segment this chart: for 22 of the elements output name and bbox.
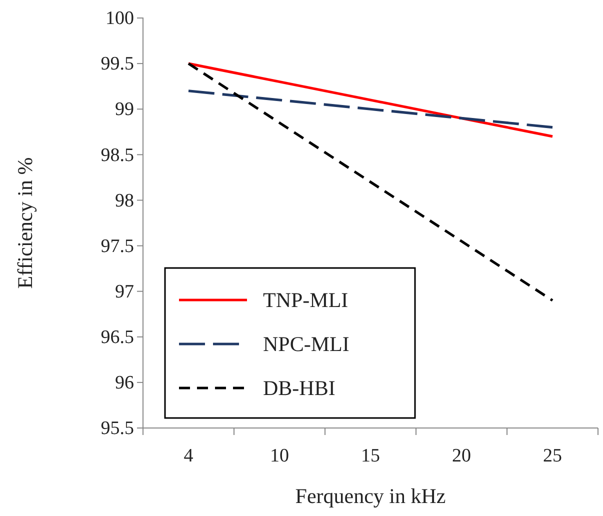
x-axis-title: Ferquency in kHz (295, 484, 446, 508)
legend-label: DB-HBI (263, 376, 336, 400)
legend-label: NPC-MLI (263, 332, 350, 356)
y-tick-label: 96 (115, 372, 134, 394)
x-tick-label: 25 (543, 445, 562, 466)
x-tick-label: 4 (184, 445, 194, 466)
y-tick-label: 96.5 (100, 326, 134, 348)
y-tick-label: 97.5 (100, 236, 134, 257)
x-tick-label: 20 (452, 445, 471, 466)
line-series (187, 90, 554, 129)
y-tick-label: 99.5 (100, 54, 134, 75)
y-tick-label: 99 (115, 99, 134, 120)
y-tick-label: 95.5 (100, 418, 134, 440)
y-tick-label: 97 (115, 281, 134, 302)
x-tick-label: 15 (361, 445, 380, 466)
y-axis-title: Efficiency in % (13, 157, 37, 289)
y-tick-label: 100 (106, 8, 134, 30)
legend-label: TNP-MLI (263, 288, 348, 312)
line-series (187, 62, 554, 138)
y-tick-label: 98.5 (100, 144, 134, 166)
y-tick-label: 98 (115, 190, 134, 212)
x-tick-label: 10 (270, 445, 289, 466)
